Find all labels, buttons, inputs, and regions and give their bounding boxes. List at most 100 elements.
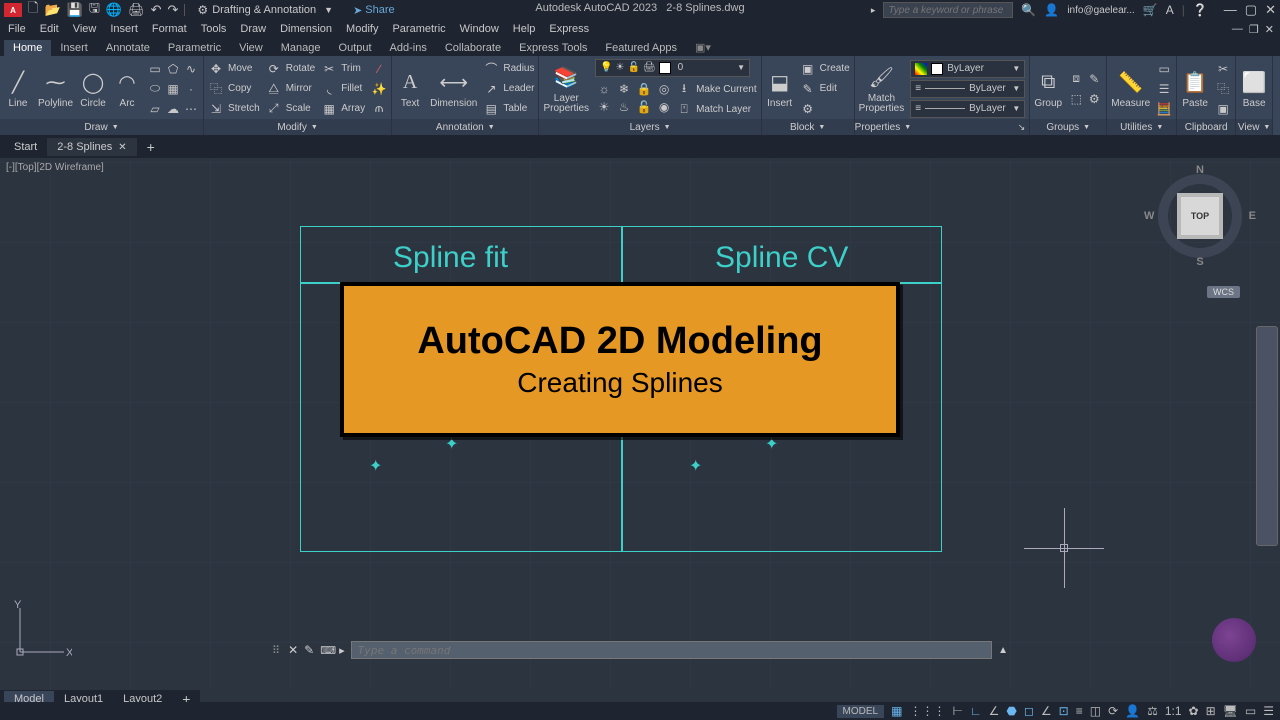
group-mgr-icon[interactable]: ⚙ [1086, 90, 1102, 108]
doc-restore-icon[interactable]: ❐ [1249, 23, 1259, 36]
make-current-button[interactable]: ⭳Make Current [676, 81, 757, 99]
panel-label[interactable]: Layers [630, 122, 660, 133]
app-icon[interactable]: A [4, 3, 22, 17]
ellipse-icon[interactable]: ⬭ [147, 80, 163, 98]
tab-featured[interactable]: Featured Apps [596, 40, 686, 56]
group-sel-icon[interactable]: ⬚ [1068, 90, 1084, 108]
tab-express[interactable]: Express Tools [510, 40, 596, 56]
snap-toggle-icon[interactable]: ⋮⋮⋮ [909, 704, 945, 718]
status-model[interactable]: MODEL [837, 705, 885, 718]
clip3-icon[interactable]: ▣ [1215, 100, 1231, 118]
redo-icon[interactable]: ↷ [168, 2, 179, 18]
group-edit-icon[interactable]: ✎ [1086, 70, 1102, 88]
lock-icon[interactable]: 🔒 [635, 81, 653, 97]
lw-toggle-icon[interactable]: ≡ [1076, 704, 1083, 718]
trim-button[interactable]: ✂Trim [321, 60, 365, 78]
minimize-icon[interactable]: — [1224, 2, 1237, 18]
copy-clip-icon[interactable]: ⿻ [1215, 80, 1231, 98]
panel-label[interactable]: Clipboard [1185, 122, 1228, 133]
text-button[interactable]: AText [396, 68, 424, 109]
viewcube-top[interactable]: TOP [1181, 197, 1219, 235]
hatch-icon[interactable]: ▦ [165, 80, 181, 98]
cart-icon[interactable]: 🛒 [1143, 3, 1158, 17]
saveas-icon[interactable]: 🖫 [89, 0, 100, 21]
anno-scale-icon[interactable]: ⚖ [1147, 704, 1158, 718]
transp-icon[interactable]: ◫ [1090, 704, 1101, 718]
search-input[interactable] [883, 2, 1013, 18]
close-tab-icon[interactable]: ✕ [118, 142, 126, 153]
ortho-toggle-icon[interactable]: ∟ [970, 704, 982, 718]
tab-manage[interactable]: Manage [272, 40, 330, 56]
app-icon-logo[interactable]: A [1166, 3, 1174, 17]
menu-modify[interactable]: Modify [346, 23, 378, 35]
util1-icon[interactable]: ▭ [1156, 60, 1172, 78]
menu-help[interactable]: Help [513, 23, 536, 35]
monitor-icon[interactable]: 🖥 [1223, 704, 1238, 718]
stretch-button[interactable]: ⇲Stretch [208, 100, 260, 118]
account-icon[interactable]: 👤 [1044, 3, 1059, 17]
iso-icon[interactable]: ⬣ [1006, 704, 1016, 718]
scale-button[interactable]: ⤢Scale [266, 100, 315, 118]
polygon-icon[interactable]: ⬠ [165, 60, 181, 78]
layon-icon[interactable]: ☀ [595, 99, 613, 115]
tab-home[interactable]: Home [4, 40, 51, 56]
tab-annotate[interactable]: Annotate [97, 40, 159, 56]
drawing-canvas[interactable]: [-][Top][2D Wireframe] Spline fit Spline… [0, 158, 1280, 690]
cmd-handle-icon[interactable]: ⠿ [272, 644, 282, 657]
compass-n[interactable]: N [1196, 164, 1204, 176]
line-button[interactable]: ╱Line [4, 68, 32, 109]
unlock-icon[interactable]: 🔓 [635, 99, 653, 115]
share-button[interactable]: ➤ Share [353, 4, 395, 17]
tab-active-file[interactable]: 2-8 Splines✕ [47, 138, 136, 156]
new-tab-button[interactable]: + [137, 139, 165, 155]
lineweight-dropdown[interactable]: ≡ByLayer▼ [910, 80, 1025, 98]
base-button[interactable]: ⬜Base [1240, 68, 1268, 109]
tab-view[interactable]: View [230, 40, 272, 56]
compass-s[interactable]: S [1196, 256, 1203, 268]
compass-e[interactable]: E [1249, 210, 1256, 222]
new-icon[interactable]: 🗋 [28, 0, 38, 21]
anno-icon[interactable]: 👤 [1125, 704, 1140, 718]
panel-label[interactable]: Modify [277, 122, 306, 133]
doc-minimize-icon[interactable]: — [1232, 23, 1243, 36]
rect-icon[interactable]: ▭ [147, 60, 163, 78]
point-icon[interactable]: · [183, 80, 199, 98]
create-button[interactable]: ▣Create [800, 60, 850, 78]
panel-label[interactable]: Utilities [1120, 122, 1152, 133]
explode-button[interactable]: ✨ [371, 80, 387, 98]
edit-button[interactable]: ✎Edit [800, 80, 850, 98]
tab-insert[interactable]: Insert [51, 40, 97, 56]
customize-icon[interactable]: ☰ [1263, 704, 1274, 718]
layer-properties-button[interactable]: 📚LayerProperties [543, 64, 589, 114]
menu-file[interactable]: File [8, 23, 26, 35]
menu-format[interactable]: Format [152, 23, 187, 35]
tab-parametric[interactable]: Parametric [159, 40, 230, 56]
tab-extra-icon[interactable]: ▣▾ [686, 39, 720, 56]
command-input[interactable] [351, 641, 992, 659]
ungroup-icon[interactable]: ⧈ [1068, 70, 1084, 88]
osnap-toggle-icon[interactable]: ◻ [1024, 704, 1034, 718]
menu-parametric[interactable]: Parametric [392, 23, 445, 35]
spline-icon[interactable]: ∿ [183, 60, 199, 78]
workspace-switcher[interactable]: ⚙ Drafting & Annotation ▼ [197, 3, 333, 17]
linetype-dropdown[interactable]: ≡ByLayer▼ [910, 100, 1025, 118]
ucs-icon[interactable]: YX [12, 600, 72, 660]
insert-button[interactable]: ⬓Insert [766, 68, 794, 109]
polyline-button[interactable]: ⁓Polyline [38, 68, 73, 109]
layer-dropdown[interactable]: 💡☀🔓🖨0 ▼ [595, 59, 750, 77]
table-button[interactable]: ▤Table [483, 100, 534, 118]
match-props-button[interactable]: 🖌MatchProperties [859, 64, 905, 114]
close-icon[interactable]: ✕ [1265, 2, 1276, 18]
menu-window[interactable]: Window [460, 23, 499, 35]
otrack-toggle-icon[interactable]: ⊡ [1059, 704, 1069, 718]
grid-toggle-icon[interactable]: ▦ [891, 704, 902, 718]
account-label[interactable]: info@gaelear... [1067, 5, 1134, 16]
track-icon[interactable]: ∠ [1041, 704, 1052, 718]
menu-view[interactable]: View [73, 23, 97, 35]
match-layer-button[interactable]: ⍞Match Layer [676, 101, 757, 119]
uniso-icon[interactable]: ◉ [655, 99, 673, 115]
menu-draw[interactable]: Draw [240, 23, 266, 35]
launcher-icon[interactable]: ↘ [1018, 122, 1026, 133]
erase-button[interactable]: ∕ [371, 60, 387, 78]
util3-icon[interactable]: 🧮 [1156, 100, 1172, 118]
